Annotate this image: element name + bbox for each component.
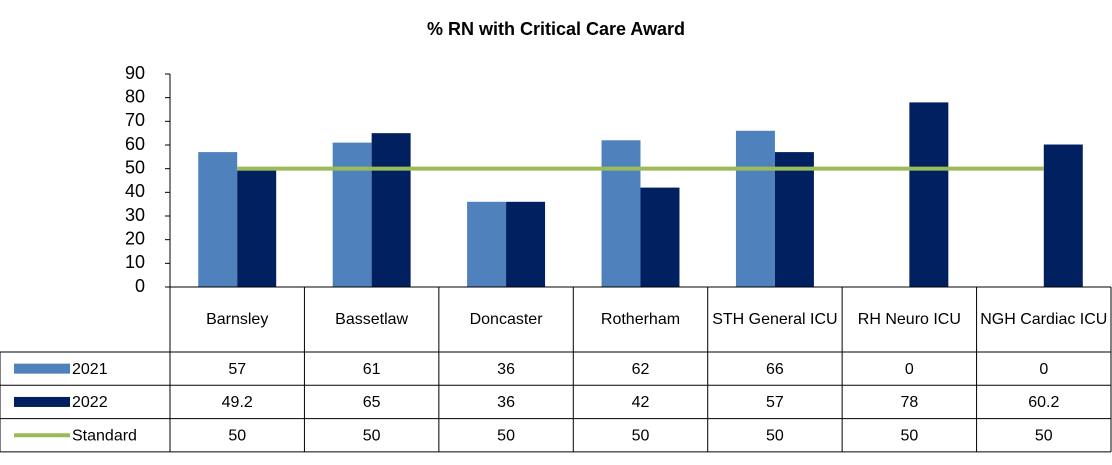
x-tick-label-box: Barnsley — [206, 310, 269, 328]
y-tick-label: 10 — [125, 252, 145, 272]
bar — [774, 152, 814, 287]
table-value: 60.2 — [1028, 394, 1059, 411]
bar — [332, 142, 372, 287]
table-value: 49.2 — [222, 394, 253, 411]
legend-label: 2021 — [72, 361, 108, 378]
x-tick-label-box: Rotherham — [600, 310, 681, 328]
legend-label: Standard — [72, 427, 137, 444]
legend-key — [14, 396, 70, 407]
x-tick-label-box: RH Neuro ICU — [857, 310, 961, 328]
table-value: 50 — [363, 427, 381, 444]
table-value: 50 — [1035, 427, 1053, 444]
y-tick-label: 80 — [125, 86, 145, 106]
x-tick-label: NGH Cardiac ICU — [980, 310, 1108, 328]
chart-title: % RN with Critical Care Award — [427, 19, 685, 39]
table-value: 50 — [766, 427, 784, 444]
bar — [467, 201, 507, 287]
table-value: 36 — [497, 361, 515, 378]
x-tick-label: Rotherham — [600, 310, 681, 328]
bar — [1043, 144, 1083, 287]
bar — [735, 130, 775, 287]
x-tick-label-box: Bassetlaw — [335, 310, 409, 328]
table-value: 65 — [363, 394, 381, 411]
y-tick-label: 20 — [125, 228, 145, 248]
bar — [640, 187, 680, 287]
legend-key — [14, 363, 70, 374]
table-value: 50 — [900, 427, 918, 444]
bar — [371, 133, 411, 287]
y-tick-label: 30 — [125, 205, 145, 225]
x-tick-label: Barnsley — [206, 310, 269, 328]
table-value: 0 — [905, 361, 914, 378]
bar — [506, 201, 546, 287]
table-value: 36 — [497, 394, 515, 411]
table-value: 78 — [900, 394, 918, 411]
y-tick-label: 60 — [125, 134, 145, 154]
table-value: 57 — [766, 394, 784, 411]
table-value: 61 — [363, 361, 381, 378]
bar — [909, 102, 949, 288]
table-value: 0 — [1039, 361, 1048, 378]
table-value: 50 — [497, 427, 515, 444]
bar — [198, 152, 238, 287]
x-tick-label-box: NGH Cardiac ICU — [980, 310, 1108, 328]
table-value: 62 — [632, 361, 650, 378]
bar — [237, 170, 277, 287]
table-value: 50 — [632, 427, 650, 444]
bar — [601, 140, 641, 287]
legend-label: 2022 — [72, 394, 108, 411]
table-value: 66 — [766, 361, 784, 378]
x-tick-label-box: Doncaster — [469, 310, 543, 328]
y-tick-label: 90 — [125, 63, 145, 83]
x-tick-label: Bassetlaw — [335, 310, 409, 328]
y-tick-label: 0 — [135, 276, 145, 296]
x-tick-label: STH General ICU — [712, 310, 838, 328]
table-value: 57 — [228, 361, 246, 378]
x-tick-label: RH Neuro ICU — [857, 310, 961, 328]
x-tick-label: Doncaster — [469, 310, 543, 328]
y-tick-label: 40 — [125, 181, 145, 201]
y-tick-label: 50 — [125, 157, 145, 177]
x-tick-label-box: STH General ICU — [712, 310, 838, 328]
table-value: 42 — [632, 394, 650, 411]
y-tick-label: 70 — [125, 110, 145, 130]
table-value: 50 — [228, 427, 246, 444]
